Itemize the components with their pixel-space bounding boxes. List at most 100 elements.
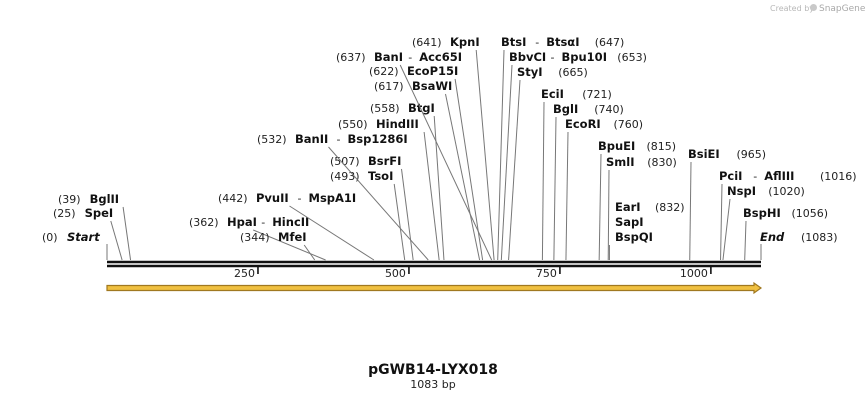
- site-ecori[interactable]: EcoRI (760): [565, 117, 644, 261]
- site-name: SapI: [615, 215, 644, 229]
- tick-label: 500: [385, 267, 406, 280]
- cut-site-line: [607, 169, 610, 261]
- site-banii[interactable]: (532) BanII - Bsp1286I: [257, 132, 429, 261]
- site-mfei[interactable]: (344) MfeI: [240, 230, 316, 261]
- site-bsrfi[interactable]: (507) BsrFI: [330, 154, 414, 261]
- cut-site-line: [110, 220, 123, 261]
- start-position: (0): [42, 231, 58, 244]
- credit-brand: SnapGene: [819, 4, 866, 14]
- site-tsoi[interactable]: (493) TsoI: [330, 169, 406, 261]
- site-name: BanI: [374, 50, 403, 64]
- site-bsphi[interactable]: BspHI (1056): [743, 206, 828, 261]
- site-name: HindIII: [376, 117, 419, 131]
- cut-site-line: [500, 64, 513, 261]
- site-name: TsoI: [368, 169, 393, 183]
- site-bsawi[interactable]: (617) BsaWI: [374, 79, 481, 261]
- site-name: Bpu10I: [562, 50, 607, 64]
- site-position: (641): [412, 36, 442, 49]
- site-position: (362): [189, 216, 219, 229]
- site-ecii[interactable]: EciI (721): [541, 87, 612, 261]
- site-pcii[interactable]: PciI - AflIII (1016): [719, 169, 857, 261]
- site-name: BanII: [295, 132, 328, 146]
- cut-site-line: [553, 116, 557, 261]
- site-position: (830): [647, 156, 677, 169]
- site-name: Bsp1286I: [348, 132, 408, 146]
- site-name: BspHI: [743, 206, 781, 220]
- site-name: BtsI: [501, 35, 526, 49]
- site-position: (622): [369, 65, 399, 78]
- site-name-separator: -: [298, 192, 302, 205]
- end-position: (1083): [801, 231, 838, 244]
- cut-site-line: [393, 183, 406, 261]
- site-position: (558): [370, 102, 400, 115]
- tick-label: 750: [536, 267, 557, 280]
- cut-site-line: [303, 244, 316, 261]
- site-bsiei[interactable]: BsiEI (965): [688, 147, 766, 261]
- site-name: HpaI: [227, 215, 257, 229]
- cut-site-line: [253, 229, 326, 261]
- site-name: BpuEI: [598, 139, 635, 153]
- site-name: BsaWI: [412, 79, 452, 93]
- site-name-separator: -: [337, 133, 341, 146]
- dna-backbone: [107, 260, 761, 268]
- cut-site-line: [328, 146, 429, 261]
- cut-site-line: [689, 161, 692, 261]
- cut-site-line: [508, 79, 521, 261]
- site-name: BtgI: [408, 101, 435, 115]
- site-bglii[interactable]: (39) BglII: [58, 192, 132, 261]
- cut-site-line: [401, 168, 414, 261]
- site-name: EciI: [541, 87, 564, 101]
- cut-site-line: [722, 198, 731, 261]
- site-name-separator: -: [753, 170, 757, 183]
- site-name: MspA1I: [309, 191, 357, 205]
- site-btsi[interactable]: BtsI - BtsαI (647): [497, 35, 625, 261]
- site-name: BsiEI: [688, 147, 720, 161]
- cut-site-line: [423, 131, 440, 261]
- site-kpni[interactable]: (641) KpnI: [412, 35, 495, 261]
- site-spei[interactable]: (25) SpeI: [53, 206, 123, 261]
- site-name: BspQI: [615, 230, 653, 244]
- site-name-separator: -: [408, 51, 412, 64]
- feature-arrow[interactable]: [106, 281, 763, 295]
- site-bbvci[interactable]: BbvCI - Bpu10I (653): [500, 50, 647, 261]
- cut-site-line: [744, 220, 747, 261]
- site-position: (740): [594, 103, 624, 116]
- site-position: (760): [614, 118, 644, 131]
- feature-arrow-shape[interactable]: [106, 281, 763, 295]
- map-length: 1083 bp: [410, 378, 455, 391]
- site-position: (1016): [820, 170, 857, 183]
- map-title: pGWB14-LYX018: [368, 362, 498, 378]
- cut-site-line: [445, 93, 481, 261]
- cut-site-line: [433, 115, 445, 261]
- site-hpai[interactable]: (362) HpaI - HincII: [189, 215, 326, 261]
- site-position: (617): [374, 80, 404, 93]
- site-position: (832): [655, 201, 685, 214]
- start-label: Start: [67, 230, 100, 244]
- site-bpuei[interactable]: BpuEI (815): [598, 139, 677, 261]
- site-position: (647): [595, 36, 625, 49]
- snapgene-logo-icon: [810, 4, 817, 11]
- cut-site-line: [399, 64, 493, 261]
- site-bani[interactable]: (637) BanI - Acc65I: [336, 50, 493, 261]
- site-hindiii[interactable]: (550) HindIII: [338, 117, 440, 261]
- site-name: SmlI: [606, 155, 635, 169]
- site-name: MfeI: [278, 230, 307, 244]
- site-pvuii[interactable]: (442) PvuII - MspA1I: [218, 191, 375, 261]
- cut-site-line: [565, 131, 569, 261]
- site-name: BtsαI: [546, 35, 579, 49]
- site-smli[interactable]: SmlI (830): [606, 155, 677, 261]
- site-position: (507): [330, 155, 360, 168]
- site-position: (721): [582, 88, 612, 101]
- site-bgli[interactable]: BglI (740): [553, 102, 624, 261]
- restriction-sites: (39) BglII(25) SpeI(362) HpaI - HincII(344) Mf…: [53, 35, 857, 261]
- site-position: (815): [647, 140, 677, 153]
- site-name: EarI: [615, 200, 641, 214]
- site-position: (550): [338, 118, 368, 131]
- credit-prefix: Created by: [770, 4, 814, 13]
- site-styi[interactable]: StyI (665): [508, 65, 588, 261]
- site-nspi[interactable]: NspI (1020): [722, 184, 805, 261]
- site-position: (25): [53, 207, 76, 220]
- site-position: (1020): [768, 185, 805, 198]
